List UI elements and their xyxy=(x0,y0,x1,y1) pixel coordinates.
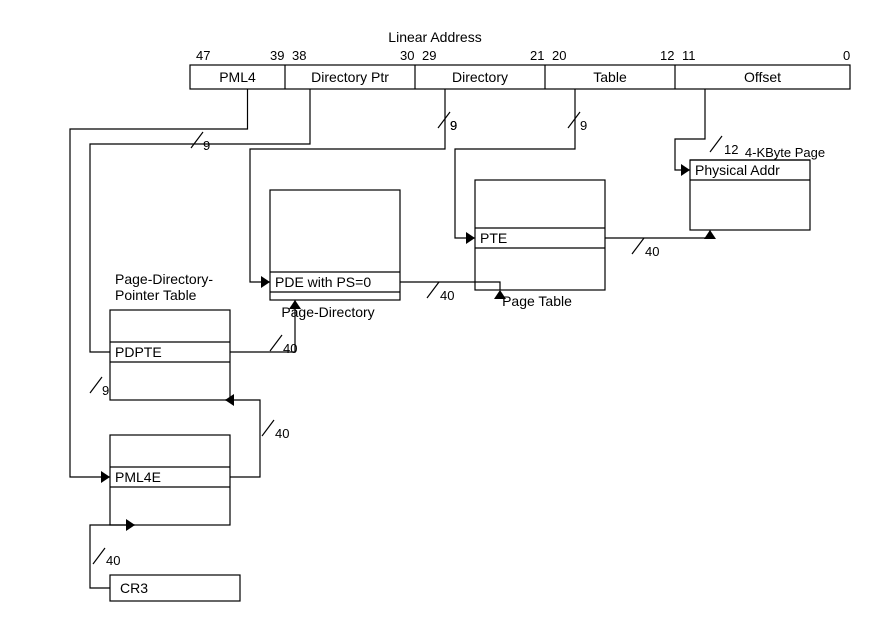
bus-slash xyxy=(191,132,203,148)
pt-label: Page Table xyxy=(502,293,572,309)
bus-slash xyxy=(262,420,274,436)
bus-slash xyxy=(427,282,439,298)
bus-width-pte_out: 40 xyxy=(645,244,659,259)
la-bit-label: 20 xyxy=(552,48,566,63)
offset-route xyxy=(675,89,705,170)
pdpt-label-1: Page-Directory- xyxy=(115,271,213,287)
pte-entry: PTE xyxy=(480,230,507,246)
pdpt-label-2: Pointer Table xyxy=(115,287,197,303)
bus-width-pml4_idx2: 9 xyxy=(102,383,109,398)
la-bit-label: 12 xyxy=(660,48,674,63)
page-label: 4-KByte Page xyxy=(745,145,825,160)
bus-width-pdpte_out: 40 xyxy=(283,341,297,356)
la-segment-label: Table xyxy=(593,69,627,85)
la-segment-label: Offset xyxy=(744,69,781,85)
bus-slash xyxy=(568,112,580,128)
diagram-title: Linear Address xyxy=(388,29,481,45)
la-bit-label: 39 xyxy=(270,48,284,63)
la-segment-label: PML4 xyxy=(219,69,256,85)
pml4e-entry: PML4E xyxy=(115,469,161,485)
arrowhead xyxy=(704,230,716,239)
bus-width-pml4_idx: 9 xyxy=(203,138,210,153)
pdpte-entry: PDPTE xyxy=(115,344,162,360)
la-bit-label: 30 xyxy=(400,48,414,63)
pte-to-page xyxy=(605,230,710,238)
bus-slash xyxy=(270,335,282,351)
la-bit-label: 0 xyxy=(843,48,850,63)
la-bit-label: 11 xyxy=(682,48,696,63)
bus-width-dir_idx: 9 xyxy=(580,118,587,133)
la-segment-label: Directory Ptr xyxy=(311,69,389,85)
bus-width-pde_out: 40 xyxy=(440,288,454,303)
arrowhead xyxy=(681,164,690,176)
bus-slash xyxy=(632,238,644,254)
bus-slash xyxy=(438,112,450,128)
bus-width-pml4e_out: 40 xyxy=(275,426,289,441)
arrowhead xyxy=(101,471,110,483)
pde-entry: PDE with PS=0 xyxy=(275,274,371,290)
la-bit-label: 47 xyxy=(196,48,210,63)
la-segment-label: Directory xyxy=(452,69,508,85)
bus-width-tbl_idx: 12 xyxy=(724,142,738,157)
bus-width-cr3_out: 40 xyxy=(106,553,120,568)
arrowhead xyxy=(466,232,475,244)
cr3-label: CR3 xyxy=(120,580,148,596)
bus-slash xyxy=(93,548,105,564)
arrowhead xyxy=(261,276,270,288)
bus-slash xyxy=(90,377,102,393)
la-bit-label: 21 xyxy=(530,48,544,63)
bus-width-dirptr_idx: 9 xyxy=(450,118,457,133)
phys-addr-entry: Physical Addr xyxy=(695,162,780,178)
la-bit-label: 38 xyxy=(292,48,306,63)
bus-slash xyxy=(710,136,722,152)
la-bit-label: 29 xyxy=(422,48,436,63)
